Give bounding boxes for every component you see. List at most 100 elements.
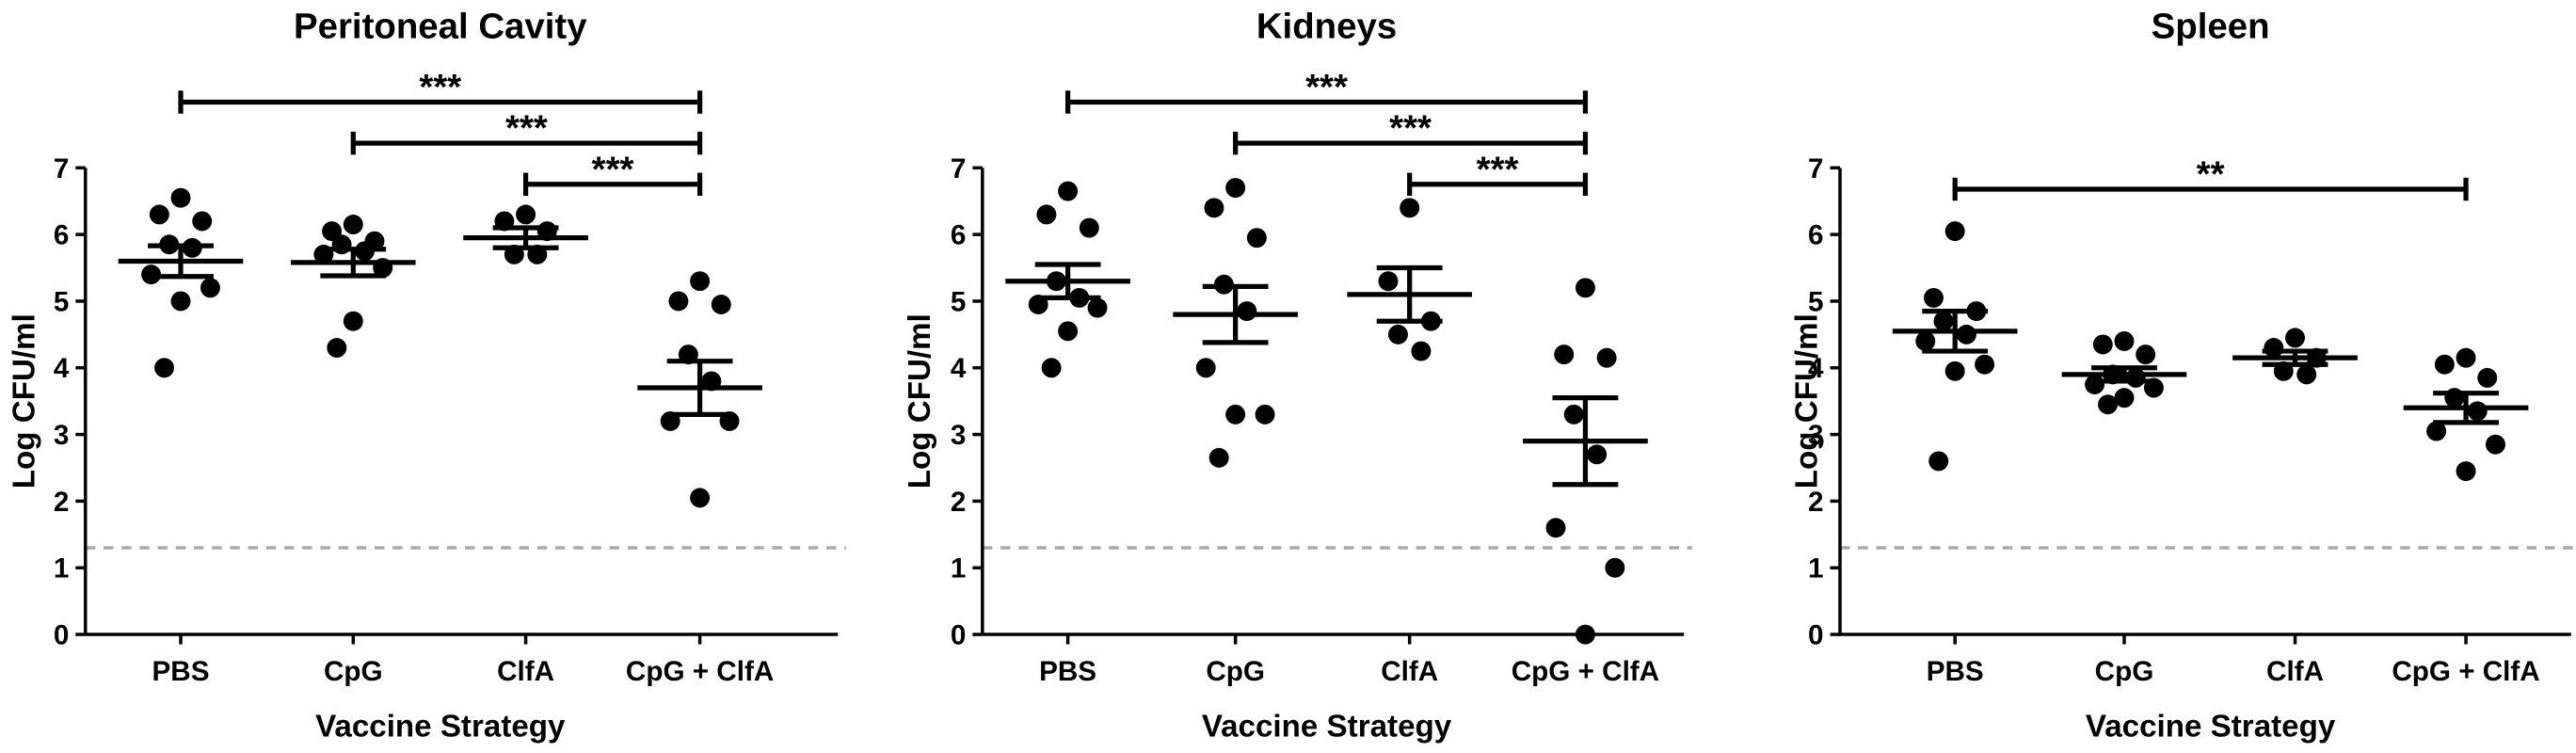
y-tick-label: 1 — [951, 553, 967, 585]
data-point — [1587, 444, 1608, 465]
x-tick-label: CpG + ClfA — [2392, 656, 2539, 687]
data-point — [2285, 328, 2305, 348]
x-tick-label: CpG — [2095, 656, 2154, 687]
data-point — [1956, 324, 1976, 344]
data-point — [170, 187, 191, 208]
y-tick-label: 0 — [951, 620, 967, 651]
data-point — [1058, 321, 1079, 342]
x-tick-label: ClfA — [1381, 656, 1438, 687]
data-point — [1195, 358, 1216, 378]
data-point — [2098, 394, 2118, 415]
data-point — [2114, 388, 2135, 409]
data-point — [668, 291, 689, 312]
data-point — [149, 204, 169, 225]
data-point — [327, 338, 347, 359]
data-point — [1915, 330, 1936, 351]
x-tick-label: CpG — [1206, 656, 1265, 687]
y-tick-label: 6 — [951, 220, 967, 251]
data-point — [1545, 518, 1566, 538]
y-tick-label: 0 — [1808, 620, 1824, 651]
data-point — [1575, 278, 1595, 298]
data-point — [2477, 367, 2498, 388]
data-point — [1225, 178, 1246, 199]
data-point — [1411, 341, 1432, 361]
data-point — [1087, 297, 1108, 318]
y-tick-label: 2 — [54, 487, 70, 518]
data-point — [2434, 354, 2455, 375]
y-tick-label: 2 — [951, 487, 967, 518]
x-axis-title: Vaccine Strategy — [1202, 709, 1452, 744]
data-point — [2125, 367, 2146, 388]
data-point — [1208, 447, 1229, 468]
data-point — [1944, 221, 1965, 242]
data-point — [2467, 401, 2488, 422]
data-point — [2092, 334, 2113, 355]
data-point — [1225, 404, 1246, 425]
y-tick-label: 2 — [1808, 487, 1824, 518]
data-point — [2296, 364, 2317, 385]
data-point — [1575, 624, 1595, 645]
data-point — [516, 204, 536, 225]
y-axis-title: Log CFU/ml — [8, 313, 42, 489]
data-point — [192, 211, 213, 232]
y-axis-title: Log CFU/ml — [1790, 313, 1825, 489]
x-tick-label: CpG + ClfA — [626, 656, 774, 687]
data-point — [1933, 311, 1954, 331]
significance-label: *** — [592, 149, 634, 189]
y-tick-label: 7 — [1808, 153, 1824, 184]
y-tick-label: 1 — [1808, 553, 1824, 585]
data-point — [1944, 360, 1965, 381]
data-point — [2085, 375, 2105, 394]
y-tick-label: 3 — [1808, 420, 1824, 451]
data-point — [1041, 358, 1062, 378]
y-tick-label: 3 — [951, 420, 967, 451]
y-tick-label: 7 — [54, 153, 70, 184]
x-tick-label: CpG + ClfA — [1512, 656, 1659, 687]
data-point — [1400, 198, 1420, 218]
y-tick-label: 4 — [951, 353, 967, 384]
data-point — [1928, 451, 1949, 472]
data-point — [1058, 181, 1079, 201]
data-point — [690, 488, 711, 508]
data-point — [1596, 347, 1617, 368]
y-tick-label: 5 — [951, 286, 967, 317]
data-point — [1975, 354, 1995, 375]
data-point — [1246, 228, 1267, 248]
y-tick-label: 4 — [54, 353, 70, 384]
significance-label: *** — [1477, 149, 1519, 189]
data-point — [1079, 217, 1099, 238]
y-tick-label: 0 — [54, 620, 70, 651]
data-point — [1378, 271, 1399, 292]
data-point — [1237, 301, 1257, 322]
chart-title: Spleen — [2152, 6, 2270, 46]
x-tick-label: PBS — [1039, 656, 1096, 687]
y-axis-title: Log CFU/ml — [903, 313, 937, 489]
x-axis-title: Vaccine Strategy — [315, 709, 566, 744]
x-axis-title: Vaccine Strategy — [2086, 709, 2336, 744]
y-tick-label: 5 — [54, 286, 70, 317]
x-tick-label: PBS — [1927, 656, 1984, 687]
x-tick-label: ClfA — [497, 656, 554, 687]
significance-label: ** — [2197, 154, 2225, 195]
data-point — [2114, 330, 2135, 351]
panel: Peritoneal Cavity Vaccine Strategy Log CFU… — [8, 6, 846, 744]
data-point — [1563, 404, 1584, 425]
significance-label: *** — [1305, 67, 1348, 107]
y-tick-label: 3 — [54, 420, 70, 451]
panel: Spleen Vaccine Strategy Log CFU/ml 0 1 2 3 4 5 6 7… — [1790, 6, 2576, 744]
data-point — [711, 295, 731, 314]
data-point — [1204, 198, 1224, 218]
x-tick-label: CpG — [324, 656, 383, 687]
data-point — [1605, 557, 1625, 578]
significance-label: *** — [505, 108, 548, 149]
data-point — [2456, 461, 2476, 482]
significance-label: *** — [1389, 108, 1432, 149]
y-tick-label: 6 — [54, 220, 70, 251]
significance-label: *** — [419, 67, 461, 107]
data-point — [1554, 344, 1575, 365]
panel: Kidneys Vaccine Strategy Log CFU/ml 0 1 2 3 4 5 6… — [903, 6, 1692, 744]
x-tick-label: ClfA — [2266, 656, 2324, 687]
y-tick-label: 4 — [1808, 353, 1824, 384]
data-point — [154, 358, 175, 378]
